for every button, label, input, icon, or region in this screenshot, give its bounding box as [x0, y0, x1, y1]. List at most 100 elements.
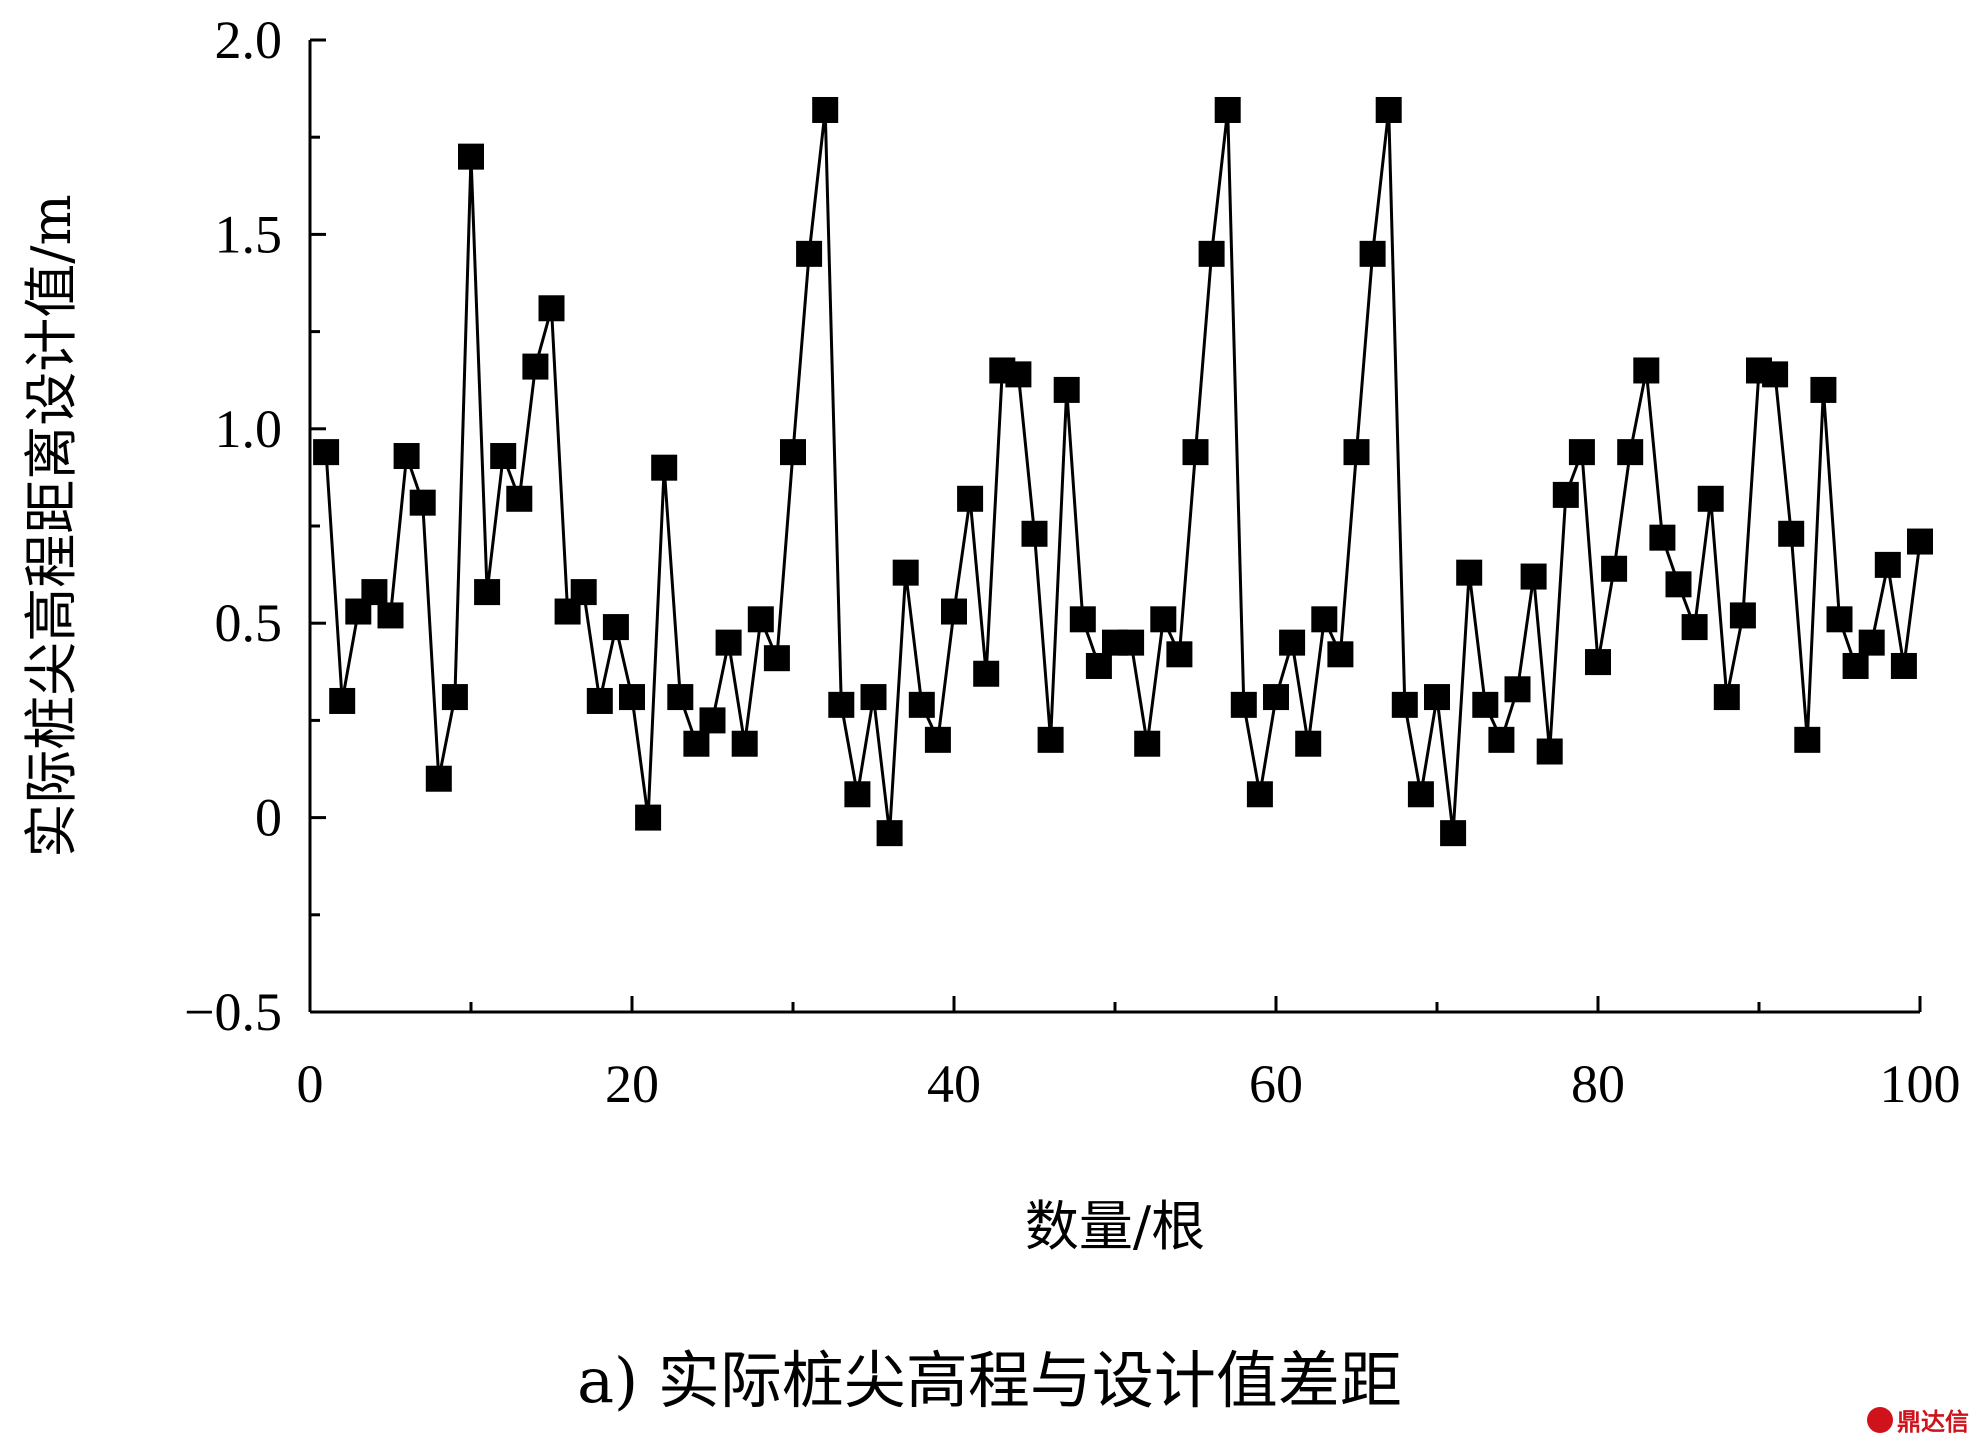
- data-point-marker: [973, 660, 1000, 687]
- data-point-marker: [876, 820, 903, 847]
- data-point-marker: [1681, 614, 1708, 641]
- data-point-marker: [377, 602, 404, 629]
- data-point-marker: [1375, 96, 1402, 123]
- data-point-marker: [715, 629, 742, 656]
- y-axis-title: 实际桩尖高程距离设计值/m: [20, 194, 83, 857]
- data-point-marker: [474, 579, 501, 606]
- data-point-marker: [1134, 730, 1161, 757]
- data-point-marker: [1488, 726, 1515, 753]
- watermark: 鼎达信: [1867, 1402, 1969, 1437]
- y-tick-label: 0: [255, 788, 282, 848]
- data-point-marker: [393, 443, 420, 470]
- data-point-marker: [490, 443, 517, 470]
- markers-group: [313, 96, 1933, 847]
- data-point-marker: [957, 485, 984, 512]
- data-point-marker: [1391, 691, 1418, 718]
- data-point-marker: [1504, 676, 1531, 703]
- data-point-marker: [425, 765, 452, 792]
- data-point-marker: [1713, 684, 1740, 711]
- data-point-marker: [844, 781, 871, 808]
- data-point-marker: [1842, 652, 1869, 679]
- x-tick-label: 100: [1880, 1054, 1961, 1114]
- data-point-marker: [1118, 629, 1145, 656]
- x-tick-label: 0: [297, 1054, 324, 1114]
- data-point-marker: [619, 684, 645, 711]
- data-point-marker: [361, 579, 388, 606]
- data-point-marker: [796, 240, 823, 267]
- data-point-marker: [1311, 606, 1338, 633]
- data-point-marker: [602, 614, 629, 641]
- ticks: 0 20 40 60 80 100−0.500.51.01.52.0: [184, 10, 1960, 1114]
- data-point-marker: [1665, 571, 1692, 598]
- figure-caption: a) 实际桩尖高程与设计值差距: [577, 1344, 1402, 1417]
- axes: [308, 40, 1920, 1014]
- data-point-marker: [586, 687, 613, 714]
- data-point-marker: [1810, 376, 1837, 403]
- data-point-marker: [860, 684, 887, 711]
- watermark-text: 鼎达信: [1897, 1408, 1969, 1436]
- x-tick-label: 20: [605, 1054, 659, 1114]
- series-line-group: [324, 109, 1922, 834]
- data-point-marker: [1037, 726, 1064, 753]
- data-point-marker: [538, 295, 565, 322]
- y-tick-label: 2.0: [215, 10, 283, 70]
- data-point-marker: [1295, 730, 1322, 757]
- data-point-marker: [1456, 559, 1483, 586]
- data-point-marker: [313, 439, 340, 466]
- x-tick-label: 40: [927, 1054, 981, 1114]
- data-point-marker: [683, 730, 710, 757]
- data-point-marker: [1440, 820, 1467, 847]
- data-point-marker: [1729, 602, 1756, 629]
- data-point-marker: [1633, 357, 1660, 384]
- data-point-marker: [635, 804, 662, 831]
- data-point-marker: [780, 439, 806, 466]
- data-point-marker: [924, 726, 951, 753]
- data-point-marker: [667, 684, 694, 711]
- data-point-marker: [1874, 551, 1901, 578]
- data-point-marker: [506, 485, 533, 512]
- data-point-marker: [1069, 606, 1096, 633]
- data-point-marker: [329, 687, 356, 714]
- data-point-marker: [828, 691, 855, 718]
- data-point-marker: [699, 707, 726, 734]
- data-point-marker: [892, 559, 919, 586]
- data-point-marker: [409, 489, 436, 516]
- y-tick-label: 1.0: [215, 399, 283, 459]
- data-point-marker: [1907, 528, 1933, 555]
- x-axis-title: 数量/根: [1025, 1195, 1205, 1258]
- data-point-marker: [441, 684, 468, 711]
- data-point-marker: [1214, 96, 1241, 123]
- data-point-marker: [1327, 641, 1354, 668]
- data-point-marker: [570, 579, 597, 606]
- data-point-marker: [1424, 684, 1450, 711]
- data-point-marker: [1263, 684, 1289, 711]
- data-point-marker: [1085, 652, 1112, 679]
- data-point-marker: [908, 691, 935, 718]
- data-point-marker: [1359, 240, 1386, 267]
- data-point-marker: [1198, 240, 1225, 267]
- data-point-marker: [1520, 563, 1547, 590]
- data-point-marker: [1568, 439, 1595, 466]
- x-tick-label: 60: [1249, 1054, 1303, 1114]
- data-point-marker: [1617, 439, 1644, 466]
- data-point-marker: [941, 598, 967, 625]
- data-point-marker: [1021, 520, 1048, 547]
- data-point-marker: [1601, 555, 1628, 582]
- y-tick-label: 0.5: [215, 593, 283, 653]
- y-tick-label: 1.5: [215, 204, 283, 264]
- data-point-marker: [1536, 738, 1563, 765]
- data-point-marker: [1246, 781, 1273, 808]
- data-point-marker: [1826, 606, 1853, 633]
- data-point-marker: [651, 454, 678, 481]
- data-point-marker: [1053, 376, 1080, 403]
- data-point-marker: [1794, 726, 1821, 753]
- data-point-marker: [522, 353, 549, 380]
- data-point-marker: [1279, 629, 1306, 656]
- watermark-logo-icon: [1867, 1406, 1893, 1433]
- data-point-marker: [1472, 691, 1499, 718]
- data-point-marker: [1230, 691, 1257, 718]
- y-tick-label: −0.5: [184, 982, 282, 1042]
- data-point-marker: [1585, 649, 1611, 676]
- data-point-marker: [1697, 485, 1724, 512]
